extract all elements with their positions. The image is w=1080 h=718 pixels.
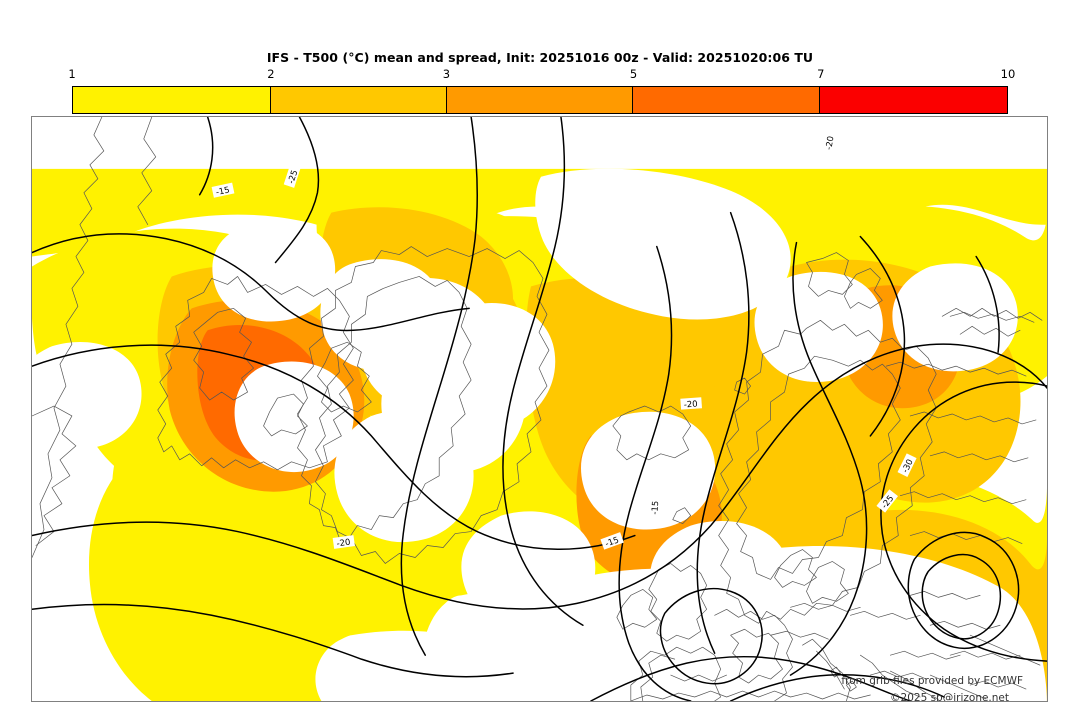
svg-text:-20: -20	[336, 537, 351, 549]
ecmwf-credit: from grib files provided by ECMWF	[841, 675, 1023, 687]
colorbar-segment	[633, 87, 821, 113]
colorbar-gradient	[72, 86, 1008, 114]
svg-text:-15: -15	[215, 184, 231, 197]
svg-text:-25: -25	[286, 169, 300, 185]
page-title: IFS - T500 (°C) mean and spread, Init: 2…	[266, 50, 814, 65]
colorbar-segment	[446, 87, 634, 113]
colorbar-tick-labels: 1 2 3 5 7 10	[68, 67, 1015, 83]
colorbar-tick: 2	[267, 67, 275, 81]
colorbar-tick: 10	[1000, 67, 1016, 81]
colorbar-tick: 3	[442, 67, 451, 81]
svg-text:-20: -20	[823, 135, 835, 150]
colorbar-segment	[271, 87, 447, 113]
no-spread-areas	[32, 168, 1047, 701]
colorbar: 1 2 3 5 7 10	[68, 67, 1015, 114]
svg-text:-15: -15	[649, 500, 660, 514]
svg-text:-20: -20	[683, 399, 698, 410]
map-canvas[interactable]: -15 -25 -20 -20	[31, 116, 1048, 702]
author-credit: ©2025 sb@irizone.net	[890, 692, 1009, 702]
colorbar-tick: 1	[68, 67, 76, 81]
map-plot: -15 -25 -20 -20	[32, 117, 1047, 701]
colorbar-segment	[73, 87, 272, 113]
coastline-layer	[32, 117, 1043, 701]
isotherm-layer	[32, 117, 1047, 701]
svg-text:-15: -15	[604, 534, 620, 548]
colorbar-tick: 7	[817, 67, 825, 81]
colorbar-segment	[820, 87, 1007, 113]
contour-label-layer: -15 -25 -20 -20	[211, 131, 917, 550]
colorbar-tick: 5	[629, 67, 638, 81]
